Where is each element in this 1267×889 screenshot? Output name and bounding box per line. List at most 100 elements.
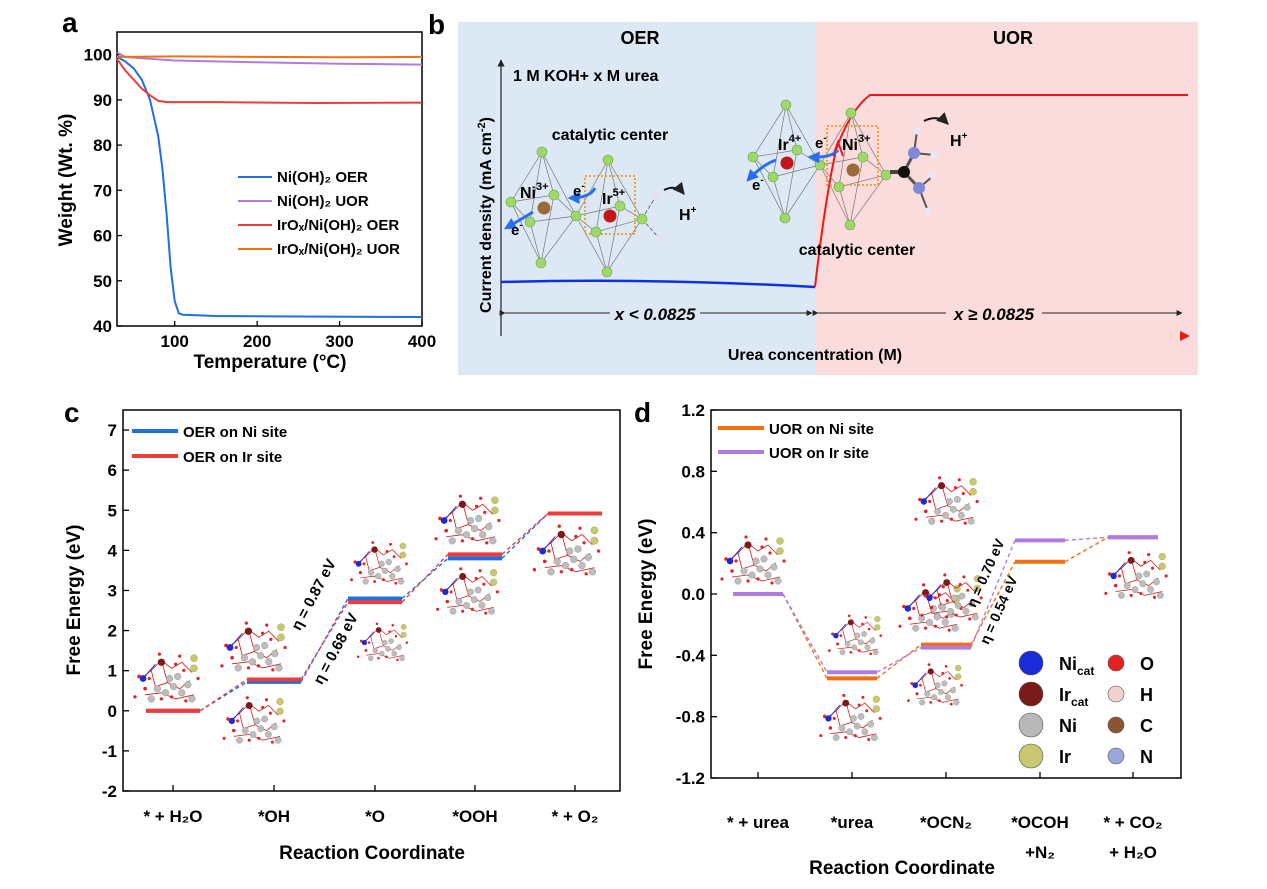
ir-atom-icon: [780, 156, 794, 170]
y-tick-label: 0.4: [681, 524, 705, 543]
panel-label-d: d: [634, 397, 651, 428]
connector-line: [1064, 536, 1109, 563]
connector-line: [300, 598, 349, 683]
y-tick-label: 3: [108, 581, 117, 600]
structure-inset: [719, 534, 787, 586]
atom-swatch-icon: [1107, 747, 1125, 765]
structure-inset: [433, 494, 502, 546]
x-tick-label: *OOH: [452, 807, 497, 826]
y-tick-label: 1.2: [681, 401, 705, 420]
oer-range-label: x < 0.0825: [614, 305, 696, 324]
oer-octahedra-diagram: catalytic center Ni3+ Ir5+ e- e- H+: [503, 127, 697, 278]
legend-label: Ni(OH)₂ UOR: [277, 193, 369, 210]
ni-label-right: Ni3+: [842, 133, 871, 154]
legend-label: OER on Ni site: [183, 424, 287, 441]
legend-d: UOR on Ni site UOR on Ir site: [718, 421, 874, 462]
uor-octahedra-diagram: catalytic center Ir4+ Ni3+ e- e- H+: [746, 99, 968, 259]
structure-inset: [132, 651, 201, 704]
x-axis-label-b: Urea concentration (M): [728, 347, 902, 364]
electron-transfer-arrow-icon: [807, 148, 840, 164]
legend-label: IrOₓ/Ni(OH)₂ UOR: [277, 241, 400, 258]
atom-label: N: [1140, 747, 1153, 767]
oer-title: OER: [620, 28, 659, 48]
structure-inset: [532, 524, 601, 577]
urea-molecule-icon: [890, 127, 938, 215]
connector-line: [199, 678, 248, 712]
y-tick-label: 7: [108, 421, 117, 440]
catalytic-center-box-right: [826, 125, 879, 186]
y-tick-label: 0.0: [681, 585, 705, 604]
structure-insets-d: [719, 475, 1169, 742]
plot-frame-a: [116, 31, 423, 327]
x-tick-label: * + urea: [727, 813, 789, 832]
series-line: [116, 51, 423, 66]
overpotential-annotation-ir: η = 0.68 eV: [310, 610, 362, 687]
x-tick-label: *O: [365, 807, 385, 826]
y-tick-label: 60: [93, 227, 112, 246]
panel-c: c -2 -1 0 1 2 3 4 5 6 7 * + H₂O *OH *O *OOH * + O₂ η =…: [64, 397, 621, 864]
structure-inset: [818, 693, 883, 742]
x-tick-label: * + CO₂: [1103, 813, 1162, 832]
structure-inset: [356, 621, 409, 662]
atom-label: Nicat: [1059, 654, 1094, 678]
ir-label-right: Ir4+: [778, 133, 801, 154]
y-tick-label: 40: [93, 317, 112, 336]
structure-insets-c: [132, 494, 601, 745]
x-axis-label-c: Reaction Coordinate: [279, 843, 465, 864]
plot-frame-c: [122, 409, 621, 792]
ir-label-left: Ir5+: [602, 187, 625, 208]
electron-label: e-: [815, 133, 827, 152]
atom-swatch-icon: [1018, 681, 1044, 707]
uor-range-label: x ≥ 0.0825: [953, 305, 1035, 324]
legend-label: OER on Ir site: [183, 449, 282, 466]
panel-b: b OER UOR 1 M KOH+ x M urea Current dens…: [428, 9, 1198, 375]
y-tick-label: 6: [108, 461, 117, 480]
atom-swatch-icon: [1107, 654, 1125, 672]
y-tick-label: 80: [93, 136, 112, 155]
ni-atom-icon: [537, 201, 551, 215]
legend-label: IrOₓ/Ni(OH)₂ OER: [277, 217, 399, 234]
atom-swatch-icon: [1018, 650, 1044, 676]
oer-current-line: [500, 279, 816, 289]
y-tick-label: -0.8: [676, 708, 705, 727]
proton-release-arrow-icon: [663, 181, 685, 195]
ni-atom-icon: [846, 163, 860, 177]
structure-inset: [827, 613, 883, 656]
x-tick-label: * + O₂: [552, 807, 599, 826]
electron-label: e-: [573, 181, 585, 200]
ni-label-left: Ni3+: [520, 181, 549, 202]
structure-inset: [1103, 550, 1169, 600]
series-lines-a: [116, 51, 423, 318]
panel-label-b: b: [428, 9, 445, 40]
y-tick-label: 5: [108, 501, 117, 520]
y-tick-label: 70: [93, 181, 112, 200]
y-tick-label: 90: [93, 91, 112, 110]
y-axis-label-d: Free Energy (eV): [636, 519, 657, 670]
panel-d: d -1.2 -0.8 -0.4 0.0 0.4 0.8 1.2 * + urea *urea *…: [634, 397, 1182, 879]
connector-line: [876, 647, 922, 673]
panel-label-c: c: [64, 397, 80, 428]
ir-atom-icon: [603, 209, 617, 223]
proton-label: H+: [679, 205, 697, 224]
series-line: [116, 56, 423, 318]
axis-ticks-d: -1.2 -0.8 -0.4 0.0 0.4 0.8 1.2 * + urea *urea *OC…: [676, 401, 1163, 862]
proton-label: H+: [950, 131, 968, 150]
catalytic-center-label-left: catalytic center: [552, 127, 669, 144]
atom-label: H: [1140, 685, 1153, 705]
x-tick-label: *OCOH: [1011, 813, 1069, 832]
atom-swatch-icon: [1018, 712, 1044, 738]
legend-a: Ni(OH)₂ OER Ni(OH)₂ UOR IrOₓ/Ni(OH)₂ OER Ir…: [238, 169, 400, 258]
structure-inset: [906, 662, 964, 706]
electrolyte-label: 1 M KOH+ x M urea: [513, 68, 658, 85]
atom-swatch-icon: [1107, 716, 1125, 734]
atom-swatch-icon: [1107, 685, 1125, 703]
y-tick-label: 4: [108, 541, 118, 560]
y-tick-label: -2: [102, 782, 117, 801]
x-tick-label: *OCN₂: [920, 813, 972, 832]
connector-line: [1064, 536, 1109, 542]
y-tick-label: 50: [93, 272, 112, 291]
atom-label: Ir: [1059, 747, 1071, 767]
atom-label: Ni: [1059, 716, 1077, 736]
